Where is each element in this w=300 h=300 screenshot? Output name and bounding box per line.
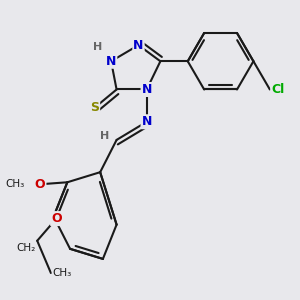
Text: H: H [100, 131, 110, 141]
Text: O: O [34, 178, 45, 191]
Text: O: O [51, 212, 62, 225]
Text: H: H [93, 42, 102, 52]
Text: N: N [133, 39, 144, 52]
Text: N: N [142, 83, 152, 96]
Text: CH₂: CH₂ [16, 243, 36, 253]
Text: CH₃: CH₃ [52, 268, 71, 278]
Text: N: N [142, 115, 152, 128]
Text: N: N [106, 55, 116, 68]
Text: CH₃: CH₃ [6, 179, 25, 189]
Text: Cl: Cl [271, 83, 284, 96]
Text: S: S [90, 101, 99, 114]
Text: O: O [34, 178, 45, 191]
